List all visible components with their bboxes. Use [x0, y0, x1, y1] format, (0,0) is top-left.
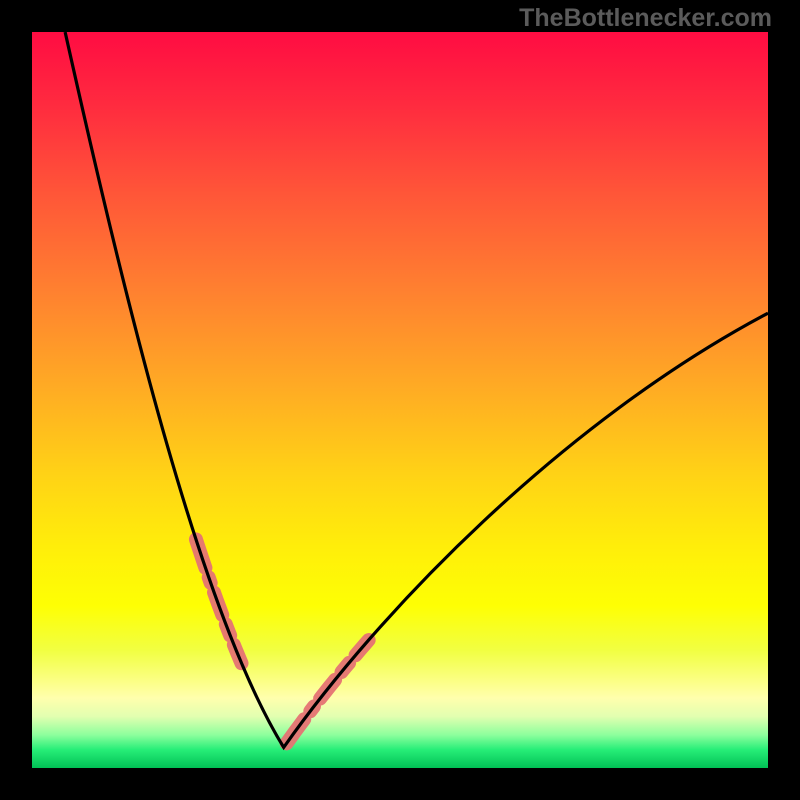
gradient-background — [32, 32, 768, 768]
plot-area — [32, 32, 768, 768]
bottleneck-chart — [0, 0, 800, 800]
watermark-text: TheBottlenecker.com — [519, 4, 772, 33]
chart-stage: TheBottlenecker.com — [0, 0, 800, 800]
